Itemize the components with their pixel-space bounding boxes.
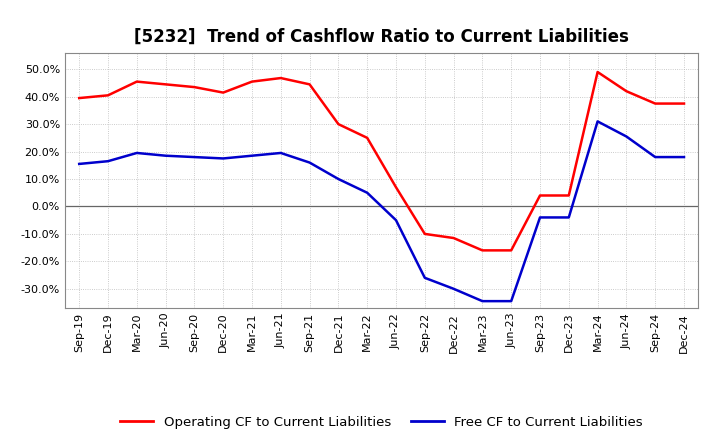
Title: [5232]  Trend of Cashflow Ratio to Current Liabilities: [5232] Trend of Cashflow Ratio to Curren… xyxy=(134,28,629,46)
Legend: Operating CF to Current Liabilities, Free CF to Current Liabilities: Operating CF to Current Liabilities, Fre… xyxy=(115,411,648,434)
